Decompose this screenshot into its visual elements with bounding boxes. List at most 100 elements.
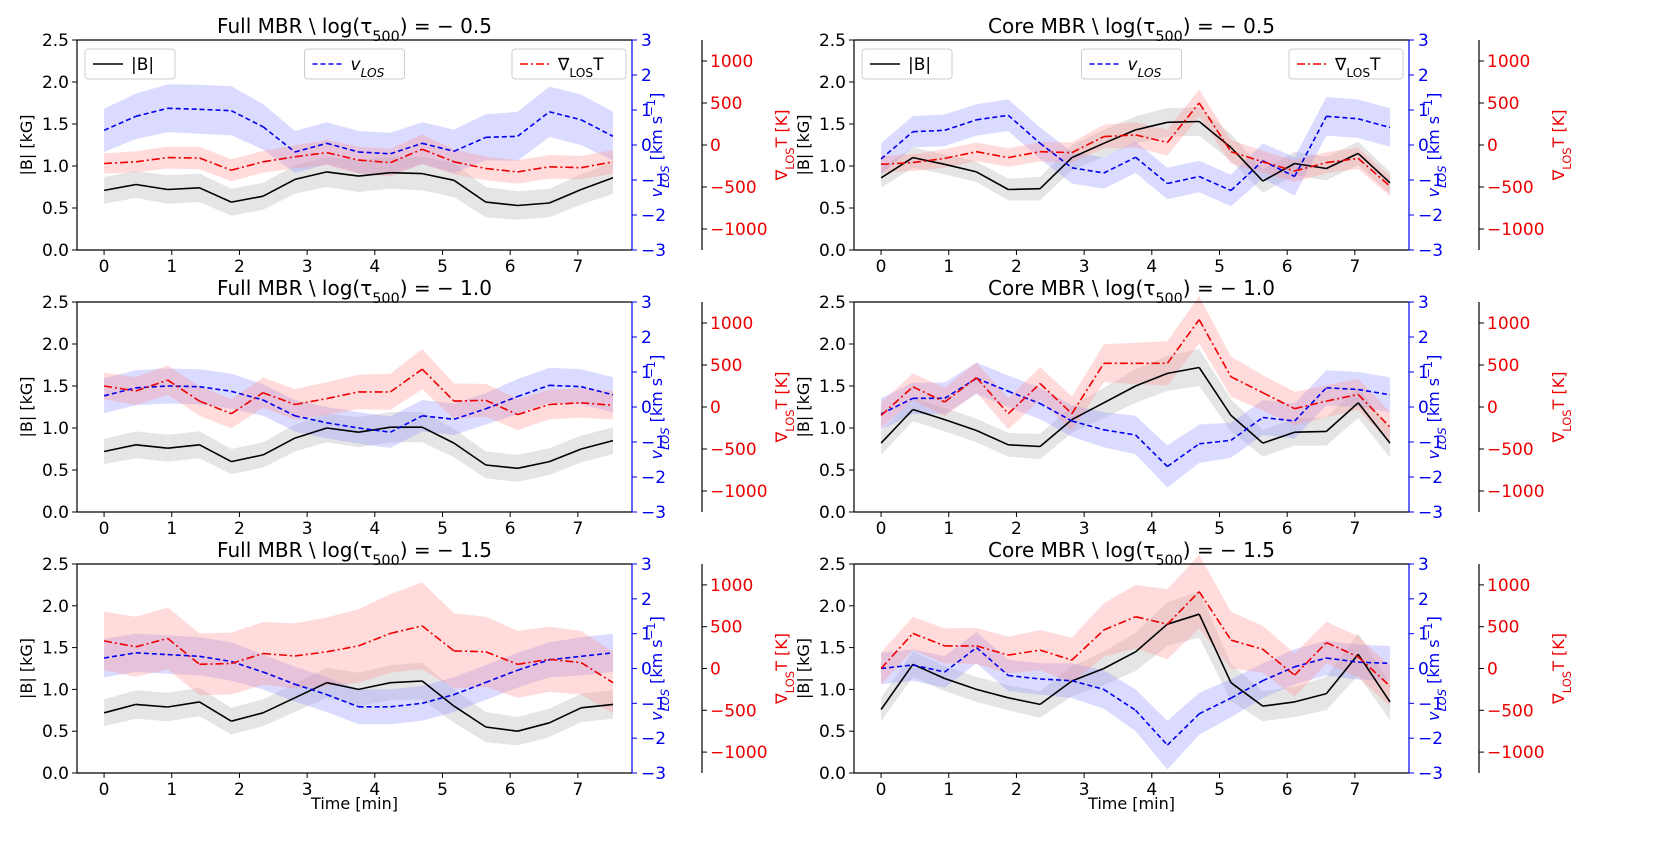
series-2-segment <box>485 399 518 416</box>
series-1-segment <box>944 646 977 673</box>
x-tick-label: 1 <box>166 257 177 277</box>
panel-title: Full MBR \ log(τ500) = − 1.5 <box>217 538 492 569</box>
series-0-segment <box>912 408 945 421</box>
series-0-segment <box>231 195 264 203</box>
series-1-segment <box>1198 697 1232 715</box>
series-0-segment <box>199 444 232 463</box>
y3-tick-label: 0 <box>1487 660 1498 680</box>
legend-label: ∇LOST <box>557 55 604 80</box>
series-2-segment <box>104 161 136 165</box>
series-2-segment <box>944 376 977 403</box>
series-2-segment <box>581 402 614 407</box>
y3-axis-label: ∇LOST [K] <box>1549 110 1574 182</box>
series-1-segment <box>517 384 550 398</box>
series-0-segment <box>294 171 327 181</box>
y-tick-label: 1.0 <box>42 419 69 439</box>
series-2-segment <box>390 625 423 635</box>
series-2-segment <box>358 632 391 647</box>
series-2-segment <box>1071 629 1105 661</box>
y2-tick-label: 3 <box>1418 31 1429 51</box>
uncertainty-band-1 <box>104 367 613 448</box>
series-1-segment <box>358 151 391 155</box>
x-tick-label: 2 <box>1011 519 1022 539</box>
series-1-segment <box>485 135 518 139</box>
y3-axis-label: ∇LOST [K] <box>1549 372 1574 444</box>
series-2-segment <box>912 157 945 164</box>
y-tick-label: 0.0 <box>819 241 846 261</box>
y3-tick-label: −500 <box>1487 440 1534 460</box>
series-1-segment <box>199 385 232 393</box>
series-1-segment <box>262 399 296 417</box>
series-2-segment <box>1326 157 1359 164</box>
series-0-segment <box>1039 418 1073 448</box>
x-axis-label: Time [min] <box>310 794 398 813</box>
y2-tick-label: −3 <box>641 764 666 784</box>
series-0-segment <box>976 688 1009 699</box>
x-tick-label: 6 <box>1282 780 1293 800</box>
series-2-segment <box>549 402 582 406</box>
y-tick-label: 2.5 <box>819 293 846 313</box>
x-tick-label: 3 <box>302 519 313 539</box>
x-tick-label: 7 <box>572 780 583 800</box>
series-0-segment <box>326 171 359 177</box>
series-1-segment <box>167 653 200 658</box>
panel-title: Full MBR \ log(τ500) = − 1.0 <box>217 276 492 307</box>
series-0-segment <box>390 171 423 175</box>
panel-4: Core MBR \ log(τ500) = − 1.0 0 1 2 3 4 5 6 7 0.0 0… <box>794 276 1574 539</box>
series-0-segment <box>1103 651 1136 670</box>
series-1-segment <box>976 377 1009 393</box>
y2-tick-label: −1 <box>641 694 666 714</box>
series-1-segment <box>912 129 945 133</box>
series-2-segment <box>135 156 168 163</box>
x-tick-label: 7 <box>572 519 583 539</box>
series-1-segment <box>881 664 913 670</box>
x-tick-label: 2 <box>1011 780 1022 800</box>
series-2-segment <box>549 166 582 169</box>
y-tick-label: 2.5 <box>42 293 69 313</box>
y-tick-label: 1.0 <box>819 419 846 439</box>
y3-tick-label: −500 <box>710 178 757 198</box>
series-2-segment <box>103 640 137 648</box>
series-1-segment <box>103 652 137 659</box>
series-2-segment <box>262 391 296 406</box>
y3-tick-label: 1000 <box>710 52 753 72</box>
y2-tick-label: −1 <box>641 171 666 191</box>
y-axis-label: |B| [kG] <box>794 638 813 699</box>
series-2-segment <box>1230 150 1264 163</box>
y3-tick-label: −1000 <box>1487 482 1545 502</box>
series-0-segment <box>231 454 264 463</box>
series-1-segment <box>1326 657 1359 663</box>
y2-tick-label: −3 <box>641 241 666 261</box>
series-0-segment <box>1135 372 1168 387</box>
panel-3: Full MBR \ log(τ500) = − 1.0 0 1 2 3 4 5 6 7 0.0 0… <box>17 276 797 539</box>
y-tick-label: 0.5 <box>819 461 846 481</box>
y-tick-label: 2.5 <box>42 555 69 575</box>
series-1-segment <box>1199 439 1232 445</box>
series-1-segment <box>135 107 168 118</box>
series-0-segment <box>1262 701 1295 707</box>
x-tick-label: 2 <box>1011 257 1022 277</box>
series-1-segment <box>1262 666 1295 682</box>
y-tick-label: 0.5 <box>42 722 69 742</box>
y-tick-label: 0.5 <box>819 199 846 219</box>
series-2-segment <box>167 379 200 402</box>
series-0-segment <box>549 707 582 724</box>
y3-tick-label: 0 <box>710 660 721 680</box>
uncertainty-band-1 <box>104 84 613 175</box>
series-1-segment <box>1103 156 1136 174</box>
series-1-segment <box>1166 443 1200 468</box>
y-tick-label: 0.0 <box>819 503 846 523</box>
series-1-segment <box>975 646 1009 677</box>
series-2-segment <box>1135 134 1168 144</box>
y-tick-label: 2.0 <box>819 335 846 355</box>
x-tick-label: 2 <box>234 257 245 277</box>
series-1-segment <box>1358 661 1391 665</box>
y-tick-label: 1.5 <box>819 639 846 659</box>
y2-tick-label: −3 <box>641 503 666 523</box>
y3-tick-label: −1000 <box>710 220 768 240</box>
x-tick-label: 3 <box>302 257 313 277</box>
series-0-segment <box>1071 142 1105 159</box>
series-1-segment <box>549 655 582 661</box>
y-tick-label: 1.5 <box>819 115 846 135</box>
series-2-segment <box>1166 591 1200 625</box>
